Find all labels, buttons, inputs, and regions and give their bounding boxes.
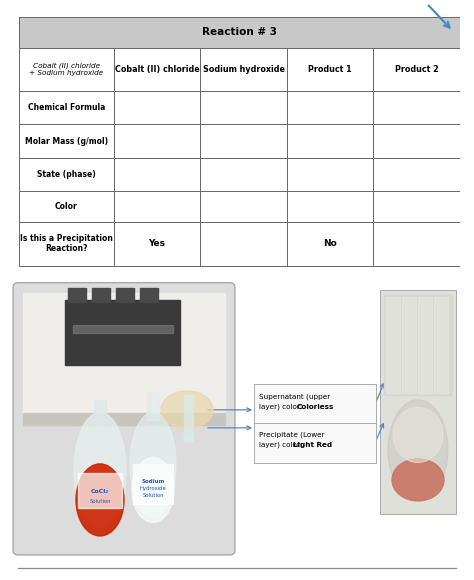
Bar (65, 300, 180, 365)
Bar (402, 297, 416, 393)
Bar (78, 473, 122, 508)
FancyBboxPatch shape (19, 48, 114, 91)
Text: layer) color:: layer) color: (259, 442, 304, 448)
Text: Sodium hydroxide: Sodium hydroxide (202, 64, 284, 74)
Text: Yes: Yes (148, 239, 165, 248)
Text: State (phase): State (phase) (37, 170, 96, 179)
FancyBboxPatch shape (287, 222, 373, 266)
Text: Molar Mass (g/mol): Molar Mass (g/mol) (25, 136, 108, 146)
FancyBboxPatch shape (114, 48, 200, 91)
Text: Cobalt (II) chloride
+ Sodium hydroxide: Cobalt (II) chloride + Sodium hydroxide (29, 62, 103, 76)
Text: Hydroxide: Hydroxide (140, 487, 166, 491)
Ellipse shape (161, 391, 213, 429)
Bar (147, 392, 159, 420)
Ellipse shape (74, 412, 126, 527)
Bar (386, 297, 400, 393)
Bar (434, 297, 448, 393)
FancyBboxPatch shape (287, 91, 373, 124)
Bar (94, 400, 106, 425)
Bar (73, 325, 173, 333)
FancyBboxPatch shape (200, 124, 287, 158)
FancyBboxPatch shape (254, 423, 376, 463)
FancyBboxPatch shape (114, 222, 200, 266)
FancyBboxPatch shape (287, 48, 373, 91)
FancyBboxPatch shape (373, 124, 460, 158)
Bar (133, 464, 173, 504)
FancyBboxPatch shape (373, 222, 460, 266)
Ellipse shape (393, 407, 443, 462)
Text: No: No (323, 239, 337, 248)
Bar (384, 295, 452, 395)
Ellipse shape (76, 464, 124, 536)
Text: Precipitate (Lower: Precipitate (Lower (259, 432, 325, 438)
FancyBboxPatch shape (19, 124, 114, 158)
FancyBboxPatch shape (287, 191, 373, 222)
Text: Cobalt (II) chloride: Cobalt (II) chloride (115, 64, 200, 74)
Bar (68, 288, 86, 302)
FancyBboxPatch shape (19, 91, 114, 124)
FancyBboxPatch shape (373, 48, 460, 91)
Bar (140, 288, 158, 302)
FancyBboxPatch shape (373, 91, 460, 124)
Text: Is this a Precipitation
Reaction?: Is this a Precipitation Reaction? (20, 234, 113, 253)
FancyBboxPatch shape (254, 384, 376, 426)
FancyBboxPatch shape (380, 290, 456, 514)
Bar (92, 288, 110, 302)
Bar (23, 293, 225, 415)
Ellipse shape (132, 458, 174, 523)
FancyBboxPatch shape (114, 124, 200, 158)
Text: Sodium: Sodium (141, 480, 164, 484)
Text: Light Red: Light Red (293, 442, 332, 448)
FancyBboxPatch shape (114, 158, 200, 191)
FancyBboxPatch shape (19, 191, 114, 222)
FancyBboxPatch shape (19, 17, 460, 48)
Text: Solution: Solution (142, 494, 164, 498)
FancyBboxPatch shape (287, 124, 373, 158)
Text: Color: Color (55, 202, 78, 211)
Text: Supernatant (upper: Supernatant (upper (259, 394, 330, 400)
Bar (184, 395, 193, 440)
Ellipse shape (130, 412, 176, 517)
Text: Chemical Formula: Chemical Formula (27, 103, 105, 112)
FancyBboxPatch shape (200, 191, 287, 222)
Text: Reaction # 3: Reaction # 3 (202, 27, 277, 38)
Text: layer) color:: layer) color: (259, 404, 304, 410)
FancyBboxPatch shape (200, 91, 287, 124)
Ellipse shape (388, 400, 448, 500)
Text: Product 1: Product 1 (308, 64, 352, 74)
Text: Solution: Solution (89, 499, 111, 505)
FancyBboxPatch shape (13, 282, 235, 555)
Text: Colorless: Colorless (297, 404, 334, 410)
FancyBboxPatch shape (373, 191, 460, 222)
FancyBboxPatch shape (114, 91, 200, 124)
FancyBboxPatch shape (114, 191, 200, 222)
FancyBboxPatch shape (200, 48, 287, 91)
FancyBboxPatch shape (19, 158, 114, 191)
FancyBboxPatch shape (19, 222, 114, 266)
FancyBboxPatch shape (287, 158, 373, 191)
FancyBboxPatch shape (200, 158, 287, 191)
Ellipse shape (183, 437, 192, 443)
Text: Product 2: Product 2 (395, 64, 438, 74)
Ellipse shape (392, 459, 444, 501)
FancyBboxPatch shape (200, 222, 287, 266)
Bar (116, 288, 134, 302)
Bar (418, 297, 432, 393)
Bar (23, 413, 225, 425)
Text: CoCl₂: CoCl₂ (91, 490, 109, 494)
FancyBboxPatch shape (373, 158, 460, 191)
